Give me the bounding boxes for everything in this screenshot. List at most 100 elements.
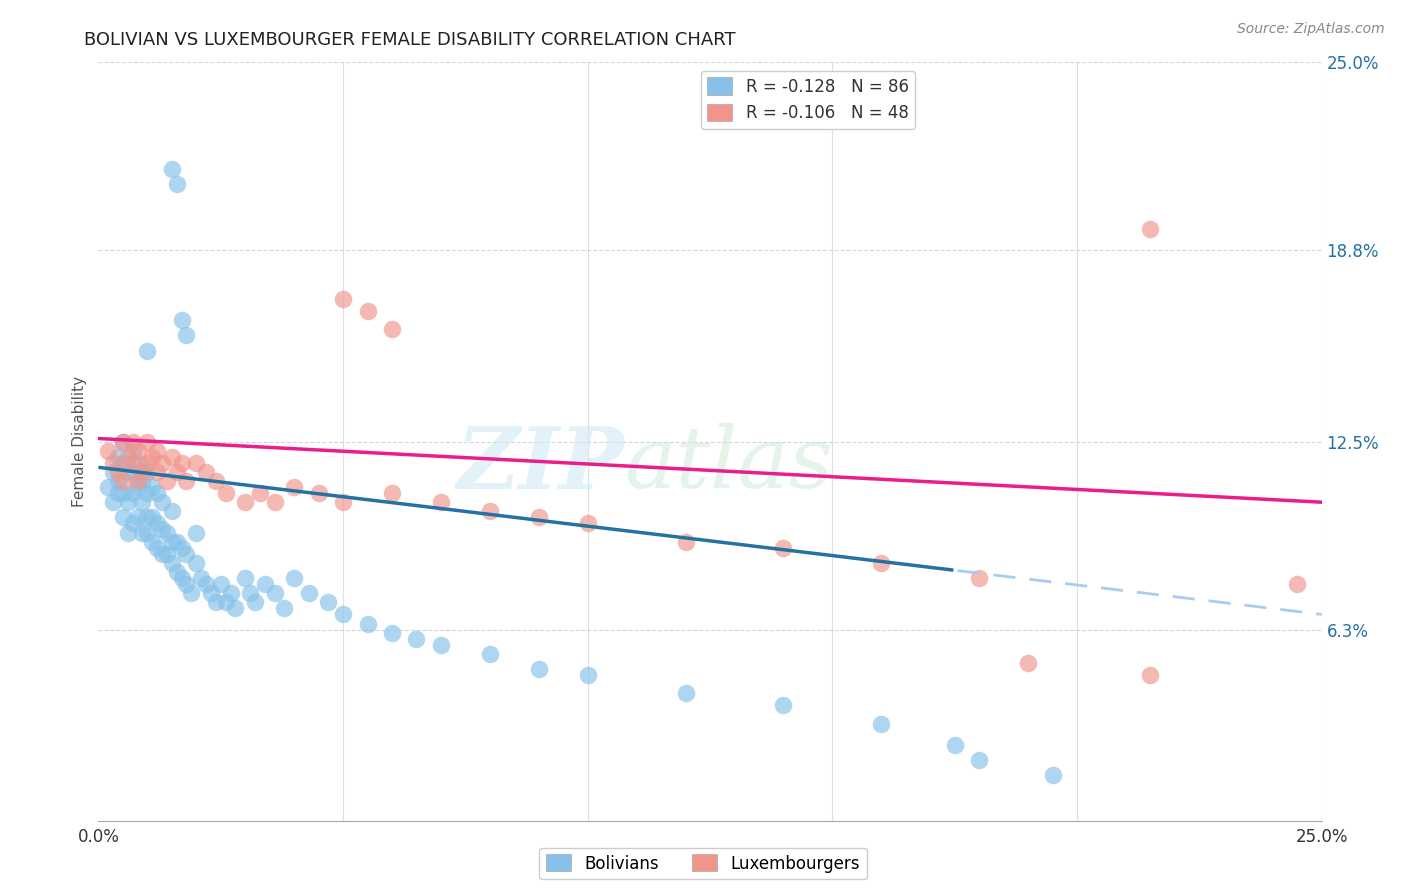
Point xyxy=(772,541,794,555)
Point xyxy=(121,434,143,449)
Point xyxy=(166,465,188,479)
Y-axis label: Female Disability: Female Disability xyxy=(72,376,87,508)
Point xyxy=(356,304,378,318)
Point xyxy=(332,607,354,622)
Point xyxy=(136,456,159,470)
Point xyxy=(478,504,501,518)
Point xyxy=(478,647,501,661)
Point xyxy=(298,586,321,600)
Point xyxy=(186,525,208,540)
Point xyxy=(97,443,120,458)
Point xyxy=(101,495,124,509)
Point xyxy=(308,486,330,500)
Legend: Bolivians, Luxembourgers: Bolivians, Luxembourgers xyxy=(540,847,866,880)
Point xyxy=(160,534,183,549)
Point xyxy=(243,595,266,609)
Point xyxy=(200,586,222,600)
Point xyxy=(263,495,285,509)
Point xyxy=(943,738,966,752)
Point xyxy=(97,480,120,494)
Point xyxy=(405,632,427,646)
Point xyxy=(160,161,183,176)
Point xyxy=(214,486,236,500)
Point xyxy=(263,586,285,600)
Point xyxy=(146,516,169,531)
Point xyxy=(205,595,228,609)
Point xyxy=(121,456,143,470)
Point xyxy=(224,601,246,615)
Point xyxy=(117,465,139,479)
Point xyxy=(381,625,404,640)
Point xyxy=(101,456,124,470)
Point xyxy=(1139,668,1161,682)
Point xyxy=(111,456,134,470)
Point xyxy=(141,480,163,494)
Point xyxy=(136,486,159,500)
Point xyxy=(107,474,129,488)
Point xyxy=(527,662,550,676)
Point xyxy=(170,313,193,327)
Point xyxy=(107,465,129,479)
Point xyxy=(150,547,173,561)
Point xyxy=(209,577,232,591)
Point xyxy=(150,523,173,537)
Point xyxy=(214,595,236,609)
Point xyxy=(219,586,242,600)
Legend: R = -0.128   N = 86, R = -0.106   N = 48: R = -0.128 N = 86, R = -0.106 N = 48 xyxy=(700,70,915,128)
Point xyxy=(233,495,256,509)
Point xyxy=(1286,577,1309,591)
Point xyxy=(111,474,134,488)
Point xyxy=(1139,222,1161,236)
Point xyxy=(170,456,193,470)
Point xyxy=(117,450,139,464)
Point xyxy=(111,434,134,449)
Text: ZIP: ZIP xyxy=(457,423,624,506)
Point xyxy=(136,343,159,358)
Point xyxy=(160,450,183,464)
Point xyxy=(675,534,697,549)
Point xyxy=(195,465,218,479)
Point xyxy=(127,456,149,470)
Point xyxy=(141,510,163,524)
Point xyxy=(136,434,159,449)
Point xyxy=(675,686,697,700)
Point xyxy=(127,443,149,458)
Point xyxy=(156,474,179,488)
Point xyxy=(121,486,143,500)
Point xyxy=(273,601,295,615)
Text: BOLIVIAN VS LUXEMBOURGER FEMALE DISABILITY CORRELATION CHART: BOLIVIAN VS LUXEMBOURGER FEMALE DISABILI… xyxy=(84,31,735,49)
Point xyxy=(101,465,124,479)
Point xyxy=(131,465,153,479)
Point xyxy=(870,556,893,570)
Point xyxy=(136,525,159,540)
Point xyxy=(332,495,354,509)
Point xyxy=(430,638,453,652)
Point xyxy=(127,510,149,524)
Point xyxy=(527,510,550,524)
Point xyxy=(576,668,599,682)
Point xyxy=(160,556,183,570)
Point xyxy=(176,547,198,561)
Point xyxy=(127,480,149,494)
Point xyxy=(186,556,208,570)
Point xyxy=(111,434,134,449)
Point xyxy=(430,495,453,509)
Point xyxy=(576,516,599,531)
Point xyxy=(107,486,129,500)
Point xyxy=(117,525,139,540)
Point xyxy=(107,450,129,464)
Point xyxy=(141,534,163,549)
Point xyxy=(136,465,159,479)
Point xyxy=(249,486,271,500)
Point xyxy=(166,534,188,549)
Point xyxy=(131,495,153,509)
Point xyxy=(166,565,188,579)
Point xyxy=(205,474,228,488)
Point xyxy=(239,586,262,600)
Point xyxy=(176,577,198,591)
Point xyxy=(381,322,404,336)
Point xyxy=(1017,656,1039,670)
Point xyxy=(150,495,173,509)
Point xyxy=(121,443,143,458)
Point xyxy=(332,292,354,306)
